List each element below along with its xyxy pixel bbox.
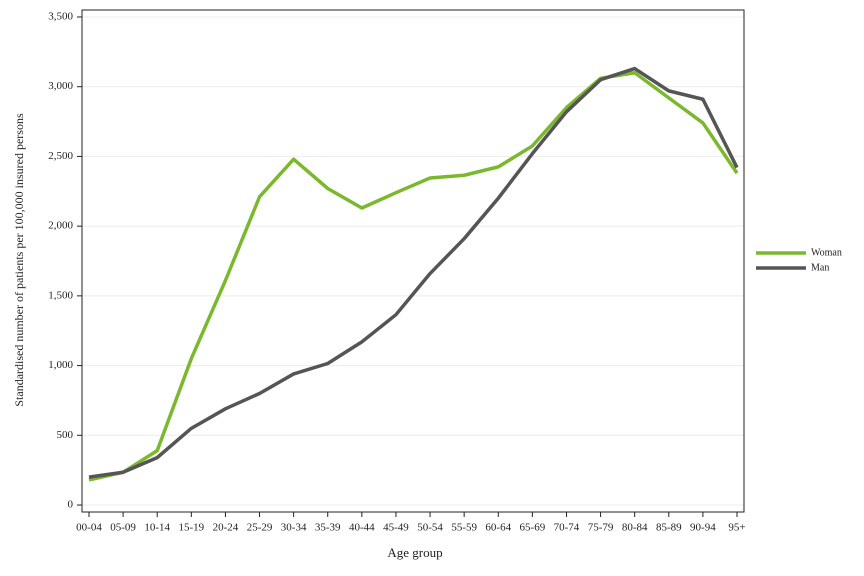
x-axis-label: Age group — [387, 545, 442, 560]
legend-label: Woman — [811, 247, 842, 258]
series-line — [88, 71, 739, 482]
y-tick-label: 500 — [57, 429, 74, 441]
x-tick-label: 95+ — [728, 522, 745, 534]
x-tick-label: 65-69 — [520, 522, 546, 534]
x-tick-label: 15-19 — [178, 522, 204, 534]
y-tick-label: 1,000 — [48, 359, 73, 371]
series-line — [88, 66, 739, 479]
x-tick-label: 45-49 — [383, 522, 409, 534]
x-tick-label: 05-09 — [110, 522, 136, 534]
x-tick-label: 35-39 — [315, 522, 341, 534]
x-tick-label: 90-94 — [690, 522, 716, 534]
x-tick-label: 00-04 — [76, 522, 102, 534]
x-tick-label: 70-74 — [554, 522, 580, 534]
x-tick-label: 50-54 — [417, 522, 443, 534]
x-tick-label: 60-64 — [485, 522, 511, 534]
y-tick-label: 0 — [68, 499, 74, 511]
plot-frame — [81, 9, 745, 513]
x-tick-label: 10-14 — [144, 522, 170, 534]
legend-label: Man — [811, 262, 829, 273]
y-tick-label: 2,000 — [48, 220, 73, 232]
y-tick-label: 3,500 — [48, 11, 73, 23]
x-tick-label: 30-34 — [281, 522, 307, 534]
x-tick-label: 80-84 — [622, 522, 648, 534]
y-axis-label: Standardised number of patients per 100,… — [12, 113, 26, 407]
x-tick-label: 40-44 — [349, 522, 375, 534]
y-tick-label: 1,500 — [48, 289, 73, 301]
y-tick-label: 3,000 — [48, 80, 73, 92]
x-tick-label: 20-24 — [213, 522, 239, 534]
x-tick-label: 55-59 — [451, 522, 477, 534]
y-tick-label: 2,500 — [48, 150, 73, 162]
x-tick-label: 25-29 — [247, 522, 273, 534]
x-tick-label: 75-79 — [588, 522, 614, 534]
x-tick-label: 85-89 — [656, 522, 682, 534]
